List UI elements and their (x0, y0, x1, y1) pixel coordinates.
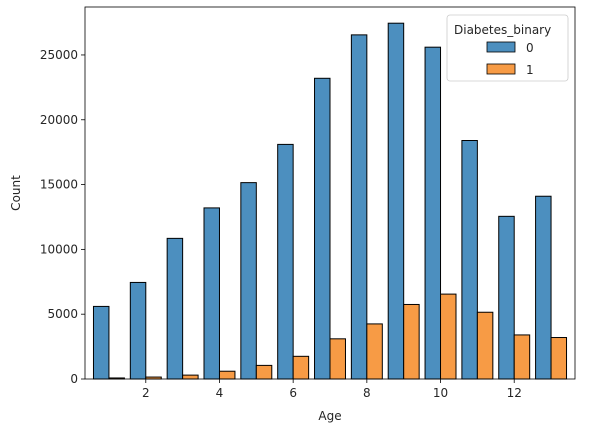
bar-series-0-age-3 (166, 237, 184, 380)
x-tick-label: 2 (142, 386, 150, 400)
y-tick-label: 10000 (40, 242, 78, 256)
bar-series-0-age-5 (240, 182, 257, 380)
x-axis-ticks: 2 4 6 8 10 12 (142, 379, 522, 400)
bar-series-1-age-8 (366, 323, 383, 380)
bar-series-1-age-13 (550, 337, 568, 380)
x-tick-label: 12 (507, 386, 522, 400)
legend-swatch-0 (486, 41, 516, 53)
bar-series-0-age-4 (203, 207, 220, 380)
x-tick-label: 6 (289, 386, 297, 400)
bar-series-1-age-5 (255, 364, 273, 380)
bar-series-0-age-1 (92, 305, 110, 380)
bar-series-1-age-11 (476, 311, 494, 380)
bars-layer (92, 22, 568, 380)
bar-series-0-age-7 (314, 77, 331, 380)
legend-label-0: 0 (526, 41, 534, 55)
x-axis-label: Age (318, 409, 341, 423)
y-tick-label: 5000 (47, 307, 78, 321)
bar-series-1-age-3 (182, 374, 199, 380)
bar-series-0-age-13 (535, 195, 552, 380)
bar-series-1-age-10 (440, 293, 457, 380)
x-tick-label: 4 (216, 386, 224, 400)
legend: Diabetes_binary 0 1 (446, 14, 569, 82)
bar-series-1-age-12 (513, 334, 531, 380)
bar-series-0-age-6 (277, 143, 294, 380)
bar-series-1-age-6 (292, 355, 310, 380)
x-tick-label: 8 (363, 386, 371, 400)
bar-series-0-age-9 (387, 22, 405, 380)
bar-series-0-age-10 (424, 46, 442, 380)
bar-series-1-age-9 (403, 303, 420, 380)
bar-series-0-age-2 (129, 281, 147, 380)
legend-label-1: 1 (526, 63, 534, 77)
legend-swatch-1 (486, 63, 516, 75)
bar-series-0-age-11 (461, 140, 478, 380)
plot-frame (84, 6, 576, 380)
y-axis-label: Count (9, 175, 23, 211)
y-axis-ticks: 0 5000 10000 15000 20000 25000 (40, 48, 85, 386)
bar-series-0-age-12 (498, 215, 515, 380)
legend-title: Diabetes_binary (454, 23, 551, 37)
x-tick-label: 10 (433, 386, 448, 400)
bar-series-1-age-4 (218, 370, 236, 380)
y-tick-label: 20000 (40, 113, 78, 127)
y-tick-label: 15000 (40, 178, 78, 192)
bar-series-1-age-7 (329, 338, 346, 380)
bar-series-0-age-8 (350, 34, 368, 380)
y-tick-label: 25000 (40, 48, 78, 62)
y-tick-label: 0 (70, 372, 78, 386)
